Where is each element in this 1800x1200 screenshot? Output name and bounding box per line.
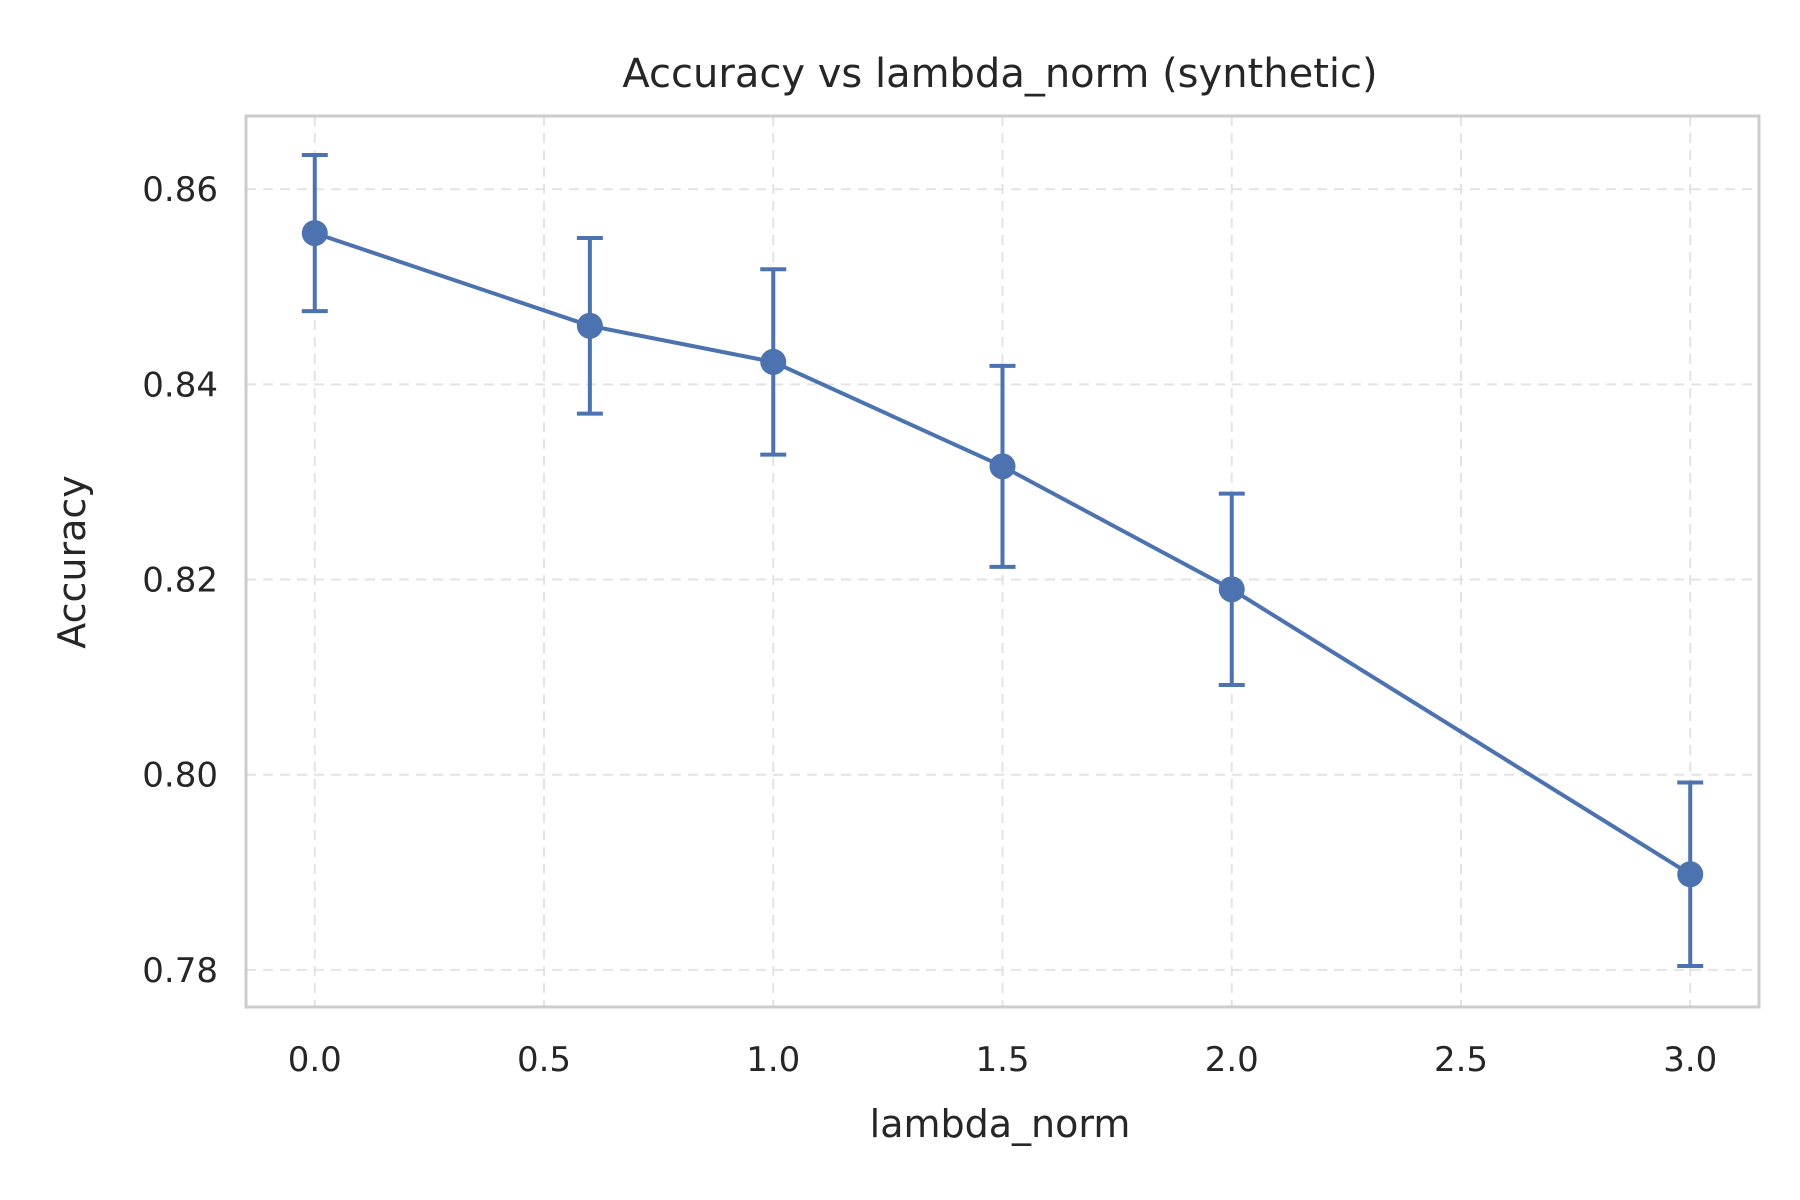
y-tick-label: 0.84 [142,365,218,405]
y-tick-label: 0.80 [142,756,218,796]
series-line [314,231,1692,876]
y-tick-labels: 0.78 0.80 0.82 0.84 0.86 [142,170,218,991]
x-tick-label: 1.0 [746,1040,800,1080]
data-point [989,453,1016,480]
plot-frame [244,114,1761,1009]
data-point [301,220,328,247]
x-axis-label: lambda_norm [870,1102,1131,1146]
data-point [1218,576,1245,603]
x-tick-label: 0.5 [517,1040,571,1080]
x-tick-labels: 0.0 0.5 1.0 1.5 2.0 2.5 3.0 [288,1040,1718,1080]
data-point [760,348,787,375]
y-tick-label: 0.78 [142,951,218,991]
x-tick-label: 1.5 [975,1040,1029,1080]
y-tick-label: 0.82 [142,561,218,601]
y-axis-label: Accuracy [50,475,94,649]
x-tick-label: 3.0 [1663,1040,1717,1080]
x-tick-label: 0.0 [288,1040,342,1080]
chart-title: Accuracy vs lambda_norm (synthetic) [622,51,1377,97]
y-tick-label: 0.86 [142,170,218,210]
series-0 [301,153,1704,969]
x-tick-label: 2.0 [1205,1040,1259,1080]
data-point [1677,861,1704,888]
data-series [301,153,1704,969]
x-tick-label: 2.5 [1434,1040,1488,1080]
data-point [576,312,603,339]
